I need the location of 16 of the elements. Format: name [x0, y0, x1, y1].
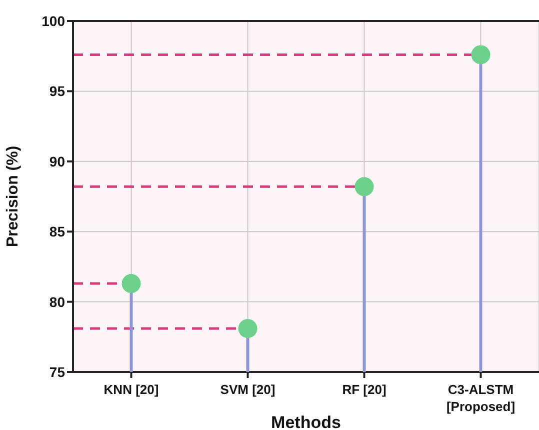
y-tick-label: 90: [49, 153, 66, 170]
y-tick-label: 95: [49, 83, 66, 100]
point: [471, 45, 490, 64]
y-tick-label: 100: [42, 12, 66, 29]
x-axis-title: Methods: [271, 413, 341, 430]
point: [122, 274, 141, 294]
y-tick-label: 75: [49, 364, 66, 380]
y-axis-title: Precision (%): [4, 146, 22, 248]
point: [238, 318, 258, 338]
x-tick-label: SVM [20]: [220, 382, 276, 397]
point: [354, 177, 374, 196]
y-tick-label: 80: [49, 294, 66, 310]
x-tick-label: KNN [20]: [104, 382, 159, 397]
x-tick-label: RF [20]: [342, 382, 386, 397]
y-tick-label: 85: [49, 224, 66, 240]
x-tick-label: C3-ALSTM [Proposed]: [446, 382, 516, 414]
